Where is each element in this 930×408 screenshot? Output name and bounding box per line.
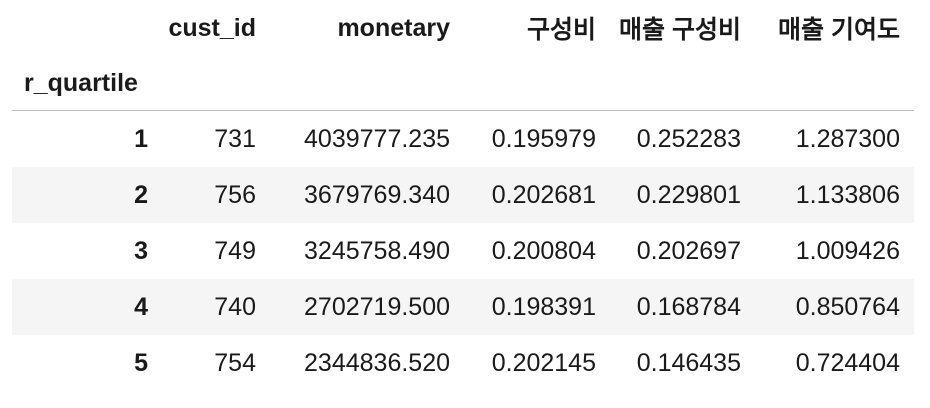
cell-sales-composition: 0.229801 [636,180,741,209]
cell-composition: 0.195979 [491,124,596,153]
cell-sales-contribution: 1.133806 [795,180,900,209]
cell-cust-id: 740 [214,292,256,321]
cell-monetary: 3245758.490 [304,236,450,265]
cell-cust-id: 756 [214,180,256,209]
cell-sales-composition: 0.146435 [636,348,741,377]
cell-monetary: 2702719.500 [304,292,450,321]
cell-composition: 0.200804 [491,236,596,265]
cell-composition: 0.202681 [491,180,596,209]
column-header-sales-contribution: 매출 기여도 [778,16,900,44]
column-header-monetary: monetary [337,13,450,42]
cell-sales-composition: 0.168784 [636,292,741,321]
column-header-composition: 구성비 [526,16,596,44]
column-header-sales-composition: 매출 구성비 [619,16,741,44]
column-header-cust-id: cust_id [168,13,256,42]
row-index: 1 [134,124,148,153]
cell-monetary: 2344836.520 [304,348,450,377]
column-header-row: cust_id monetary 구성비 매출 구성비 매출 기여도 [12,0,914,56]
cell-sales-contribution: 1.009426 [795,236,900,265]
corner-cell [12,0,162,56]
table-row: 5 754 2344836.520 0.202145 0.146435 0.72… [12,335,914,391]
dataframe-table: cust_id monetary 구성비 매출 구성비 매출 기여도 r_qua… [12,0,914,391]
table-row: 3 749 3245758.490 0.200804 0.202697 1.00… [12,223,914,279]
row-index: 5 [134,348,148,377]
cell-sales-composition: 0.202697 [636,236,741,265]
cell-sales-composition: 0.252283 [636,124,741,153]
cell-cust-id: 749 [214,236,256,265]
cell-sales-contribution: 1.287300 [795,124,900,153]
cell-composition: 0.202145 [491,348,596,377]
cell-sales-contribution: 0.850764 [795,292,900,321]
index-name-row: r_quartile [12,56,914,111]
cell-sales-contribution: 0.724404 [795,348,900,377]
row-index: 4 [134,292,148,321]
row-index: 2 [134,180,148,209]
table-row: 2 756 3679769.340 0.202681 0.229801 1.13… [12,167,914,223]
cell-cust-id: 731 [214,124,256,153]
table-row: 1 731 4039777.235 0.195979 0.252283 1.28… [12,110,914,167]
cell-monetary: 3679769.340 [304,180,450,209]
cell-monetary: 4039777.235 [304,124,450,153]
row-index: 3 [134,236,148,265]
table-row: 4 740 2702719.500 0.198391 0.168784 0.85… [12,279,914,335]
cell-composition: 0.198391 [491,292,596,321]
cell-cust-id: 754 [214,348,256,377]
index-name: r_quartile [24,68,138,97]
